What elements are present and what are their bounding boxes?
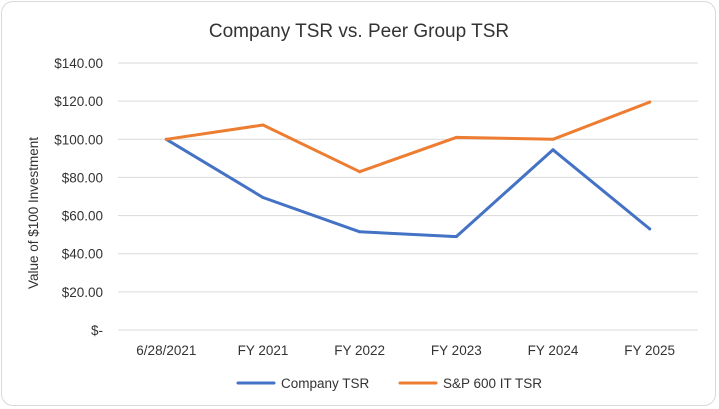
data-point bbox=[551, 148, 555, 152]
y-tick-label: $- bbox=[91, 323, 103, 338]
y-tick-label: $60.00 bbox=[62, 209, 103, 224]
data-point bbox=[648, 227, 652, 231]
x-tick-label: FY 2023 bbox=[431, 343, 482, 358]
data-point bbox=[648, 100, 652, 104]
x-tick-label: FY 2021 bbox=[238, 343, 289, 358]
data-point bbox=[261, 123, 265, 127]
series-line-peer-tsr bbox=[164, 100, 652, 174]
data-point bbox=[358, 230, 362, 234]
data-point bbox=[261, 195, 265, 199]
data-point bbox=[551, 137, 555, 141]
x-tick-label: 6/28/2021 bbox=[136, 343, 196, 358]
chart-title: Company TSR vs. Peer Group TSR bbox=[209, 21, 509, 42]
series-lines bbox=[164, 100, 652, 239]
legend-label: S&P 600 IT TSR bbox=[443, 376, 542, 391]
gridlines bbox=[118, 62, 698, 331]
legend-label: Company TSR bbox=[281, 376, 370, 391]
x-axis-ticks: 6/28/2021 FY 2021 FY 2022 FY 2023 FY 2024 FY … bbox=[136, 343, 675, 358]
y-tick-label: $20.00 bbox=[62, 285, 103, 300]
x-tick-label: FY 2022 bbox=[334, 343, 385, 358]
x-tick-label: FY 2024 bbox=[528, 343, 579, 358]
data-point bbox=[164, 137, 168, 141]
series-line-company-tsr bbox=[164, 137, 652, 239]
data-point bbox=[454, 235, 458, 239]
y-axis-label: Value of $100 Investment bbox=[26, 137, 41, 289]
y-tick-label: $40.00 bbox=[62, 247, 103, 262]
y-tick-label: $80.00 bbox=[62, 170, 103, 185]
y-tick-label: $100.00 bbox=[54, 132, 103, 147]
data-point bbox=[454, 135, 458, 139]
legend: Company TSR S&P 600 IT TSR bbox=[236, 376, 542, 391]
y-tick-label: $140.00 bbox=[54, 56, 103, 71]
data-point bbox=[358, 170, 362, 174]
y-tick-label: $120.00 bbox=[54, 94, 103, 109]
y-axis-ticks: $140.00 $120.00 $100.00 $80.00 $60.00 $40.00 $… bbox=[54, 56, 103, 338]
x-tick-label: FY 2025 bbox=[624, 343, 675, 358]
